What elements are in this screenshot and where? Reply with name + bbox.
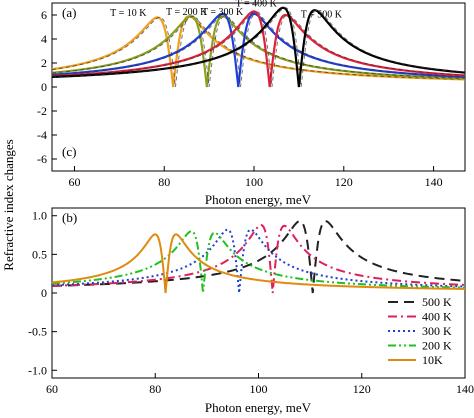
bottom-x-tick-label-1: 80 [149, 382, 161, 396]
bottom-ticks: 60 80 100 120 140 -1.0 -0.5 0 0.5 1.0 [28, 209, 474, 396]
top-series-overlay-4 [51, 7, 466, 88]
top-annotation-0: T = 10 K [110, 8, 147, 19]
bottom-panel-label-b: (b) [62, 210, 77, 225]
top-y-tick-label-2: -2 [37, 104, 47, 118]
y-axis-label: Refractive index changes [1, 139, 16, 270]
top-annotations: T = 10 K T = 200 KT = 300 KT = 400 K T = 5… [110, 0, 343, 20]
bottom-x-tick-label-0: 60 [46, 382, 58, 396]
top-series-overlay-0 [51, 15, 466, 88]
bottom-x-tick-label-4: 140 [456, 382, 474, 396]
bottom-x-axis-label: Photon energy, meV [205, 400, 312, 415]
top-y-tick-label-1: -4 [37, 128, 47, 142]
bottom-x-tick-label-2: 100 [250, 382, 268, 396]
legend-label-2: 300 K [422, 324, 452, 338]
top-annotation-1: T = 200 K [166, 7, 208, 18]
top-panel: 60 80 100 120 140 -6 -4 -2 0 2 4 6 (a) (c) T = 10 K… [37, 0, 466, 207]
top-ticks: 60 80 100 120 140 -6 -4 -2 0 2 4 6 [37, 8, 443, 189]
top-panel-label-a: (a) [62, 5, 76, 20]
bottom-panel: 60 80 100 120 140 -1.0 -0.5 0 0.5 1.0 (b) 500 K40… [28, 207, 474, 415]
top-series-line-3 [51, 10, 466, 88]
bottom-curves [51, 220, 466, 294]
top-x-tick-label-0: 60 [68, 175, 80, 189]
bottom-y-tick-label-3: 0.5 [32, 247, 47, 261]
bottom-series-line-2 [51, 228, 466, 294]
top-annotation-2: T = 300 K [202, 7, 244, 18]
bottom-series-line-0 [51, 220, 466, 294]
top-y-tick-label-3: 0 [41, 80, 47, 94]
top-panel-label-c: (c) [62, 144, 76, 159]
top-annotation-4: T = 500 K [301, 9, 343, 20]
top-curves [51, 6, 466, 88]
top-y-tick-label-6: 6 [41, 8, 47, 22]
top-y-tick-label-0: -6 [37, 152, 47, 166]
top-series-line-4 [51, 6, 466, 88]
top-series-overlay-3 [51, 10, 466, 88]
top-x-tick-label-4: 140 [425, 175, 443, 189]
top-annotation-3: T = 400 K [236, 0, 278, 10]
bottom-y-tick-label-0: -1.0 [28, 363, 47, 377]
legend-label-1: 400 K [422, 310, 452, 324]
bottom-y-tick-label-2: 0 [41, 286, 47, 300]
bottom-x-tick-label-3: 120 [353, 382, 371, 396]
top-y-tick-label-4: 2 [41, 56, 47, 70]
legend-label-0: 500 K [422, 295, 452, 309]
top-x-tick-label-3: 120 [335, 175, 353, 189]
bottom-plot-frame [51, 207, 466, 379]
top-x-axis-label: Photon energy, meV [205, 192, 312, 207]
bottom-y-tick-label-1: -0.5 [28, 325, 47, 339]
top-y-tick-label-5: 4 [41, 32, 47, 46]
top-x-tick-label-2: 100 [245, 175, 263, 189]
bottom-series-line-4 [51, 233, 466, 294]
top-plot-frame [51, 2, 466, 172]
legend-label-3: 200 K [422, 339, 452, 353]
bottom-y-tick-label-4: 1.0 [32, 209, 47, 223]
bottom-series-line-3 [51, 230, 466, 294]
legend-label-4: 10K [422, 353, 443, 367]
bottom-series-line-1 [51, 223, 466, 294]
top-x-tick-label-1: 80 [158, 175, 170, 189]
top-series-overlay-1 [51, 15, 466, 88]
